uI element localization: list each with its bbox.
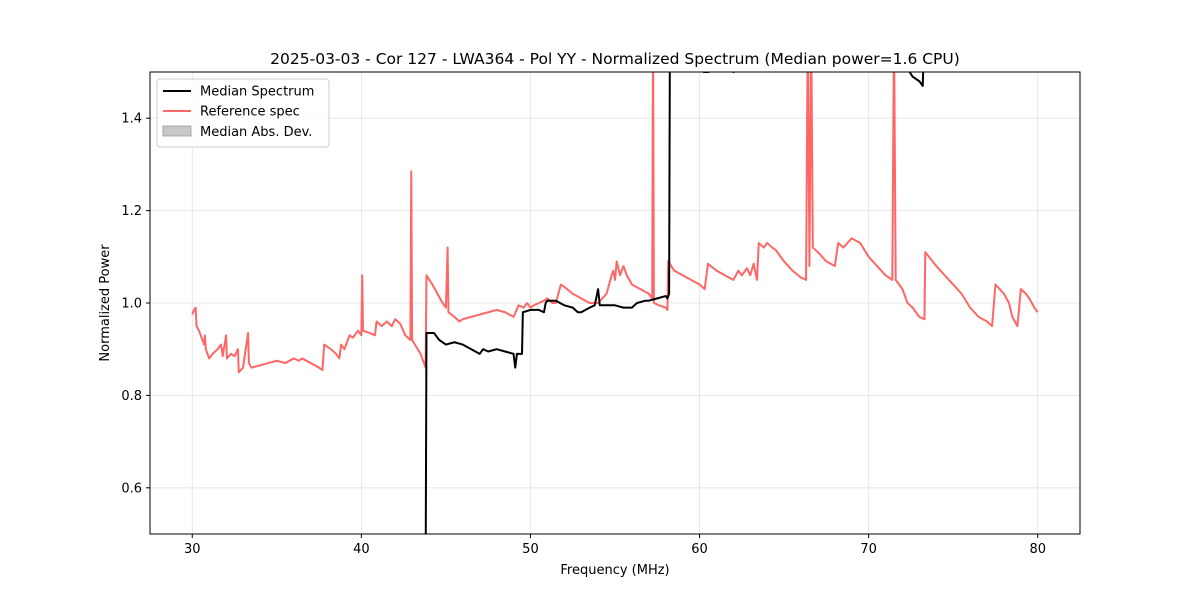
legend-box [156,78,330,148]
series-group [191,72,1039,534]
x-tick-label: 30 [184,542,201,557]
legend-label-reference: Reference spec [200,105,300,120]
y-tick-label: 1.4 [121,112,142,127]
x-axis-label: Frequency (MHz) [560,563,669,578]
series-line-reference-spec [191,72,1039,374]
x-tick-label: 70 [860,542,877,557]
series-line-median-spectrum [424,72,925,534]
legend-label-mad: Median Abs. Dev. [200,125,312,140]
x-tick-label: 50 [522,542,539,557]
chart-title: 2025-03-03 - Cor 127 - LWA364 - Pol YY -… [270,50,960,68]
y-tick-label: 1.2 [121,204,142,219]
x-tick-label: 80 [1029,542,1046,557]
x-tick-label: 60 [691,542,708,557]
y-tick-label: 0.8 [121,389,142,404]
y-tick-label: 1.0 [121,297,142,312]
y-axis-label: Normalized Power [98,244,113,362]
ticks: 30 40 50 60 70 80 0.6 0.8 1.0 1.2 1.4 [121,112,1046,557]
legend-label-median: Median Spectrum [200,85,314,100]
legend: Median Spectrum Reference spec Median Ab… [156,78,330,148]
legend-swatch-mad [162,125,192,137]
y-tick-label: 0.6 [121,481,142,496]
x-tick-label: 40 [353,542,370,557]
